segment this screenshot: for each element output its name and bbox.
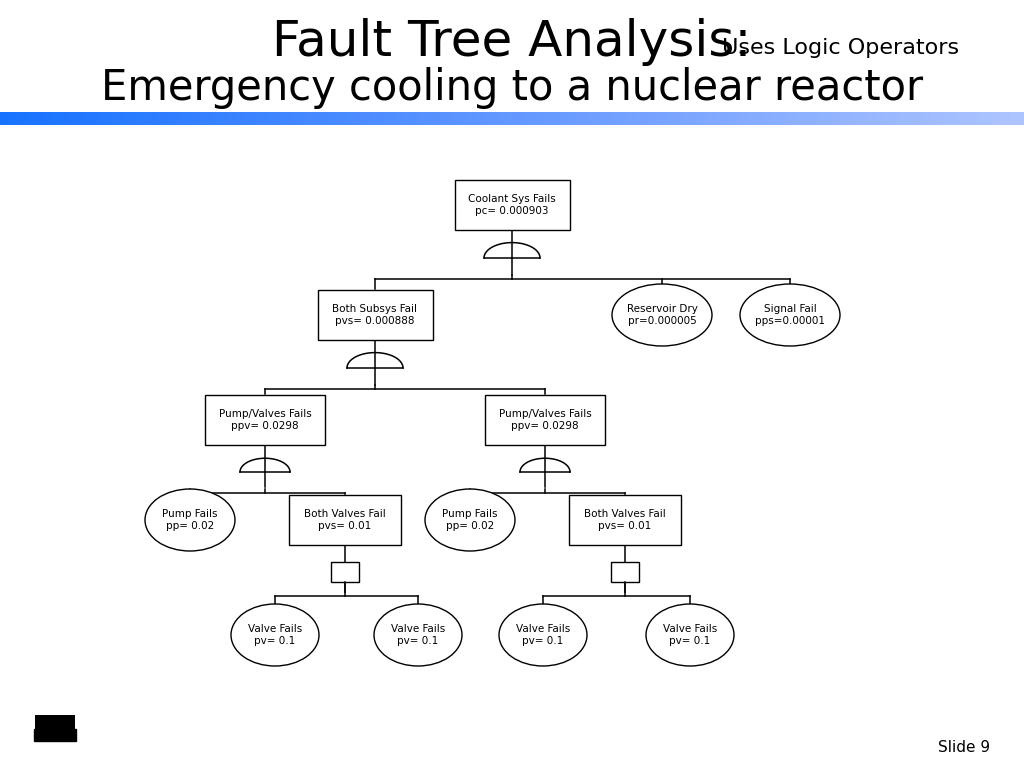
Text: Pump/Valves Fails
ppv= 0.0298: Pump/Valves Fails ppv= 0.0298 xyxy=(219,409,311,431)
Text: Pump/Valves Fails
ppv= 0.0298: Pump/Valves Fails ppv= 0.0298 xyxy=(499,409,592,431)
Ellipse shape xyxy=(145,489,234,551)
FancyBboxPatch shape xyxy=(35,715,43,729)
Text: Valve Fails
pv= 0.1: Valve Fails pv= 0.1 xyxy=(516,624,570,646)
FancyBboxPatch shape xyxy=(569,495,681,545)
Ellipse shape xyxy=(425,489,515,551)
FancyBboxPatch shape xyxy=(67,715,75,729)
FancyBboxPatch shape xyxy=(485,395,605,445)
FancyBboxPatch shape xyxy=(34,729,76,741)
Text: Valve Fails
pv= 0.1: Valve Fails pv= 0.1 xyxy=(663,624,717,646)
Text: Reservoir Dry
pr=0.000005: Reservoir Dry pr=0.000005 xyxy=(627,304,697,326)
Text: Coolant Sys Fails
pc= 0.000903: Coolant Sys Fails pc= 0.000903 xyxy=(468,194,556,217)
Text: Signal Fail
pps=0.00001: Signal Fail pps=0.00001 xyxy=(755,304,825,326)
Ellipse shape xyxy=(740,284,840,346)
Text: Both Valves Fail
pvs= 0.01: Both Valves Fail pvs= 0.01 xyxy=(304,509,386,531)
Ellipse shape xyxy=(374,604,462,666)
Ellipse shape xyxy=(231,604,319,666)
Ellipse shape xyxy=(499,604,587,666)
FancyBboxPatch shape xyxy=(331,562,359,582)
Text: Fault Tree Analysis:: Fault Tree Analysis: xyxy=(272,18,752,66)
FancyBboxPatch shape xyxy=(51,715,59,729)
Text: Both Valves Fail
pvs= 0.01: Both Valves Fail pvs= 0.01 xyxy=(584,509,666,531)
FancyBboxPatch shape xyxy=(455,180,569,230)
Text: Slide 9: Slide 9 xyxy=(938,740,990,756)
Text: Pump Fails
pp= 0.02: Pump Fails pp= 0.02 xyxy=(162,509,218,531)
FancyBboxPatch shape xyxy=(205,395,325,445)
FancyBboxPatch shape xyxy=(43,715,51,729)
Text: Valve Fails
pv= 0.1: Valve Fails pv= 0.1 xyxy=(391,624,445,646)
Text: Uses Logic Operators: Uses Logic Operators xyxy=(715,38,959,58)
Text: Valve Fails
pv= 0.1: Valve Fails pv= 0.1 xyxy=(248,624,302,646)
FancyBboxPatch shape xyxy=(289,495,401,545)
Ellipse shape xyxy=(612,284,712,346)
FancyBboxPatch shape xyxy=(59,715,67,729)
Text: Emergency cooling to a nuclear reactor: Emergency cooling to a nuclear reactor xyxy=(101,67,923,109)
Ellipse shape xyxy=(646,604,734,666)
Text: Pump Fails
pp= 0.02: Pump Fails pp= 0.02 xyxy=(442,509,498,531)
Text: Both Subsys Fail
pvs= 0.000888: Both Subsys Fail pvs= 0.000888 xyxy=(333,304,418,326)
FancyBboxPatch shape xyxy=(317,290,432,340)
FancyBboxPatch shape xyxy=(611,562,639,582)
